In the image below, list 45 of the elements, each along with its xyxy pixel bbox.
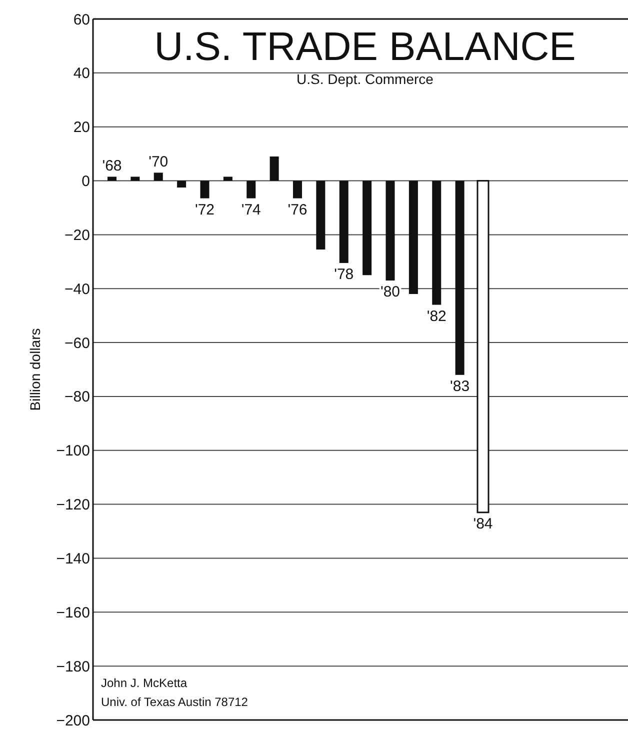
y-tick-label: −140 <box>56 550 90 568</box>
bar <box>177 180 186 188</box>
chart-title: U.S. TRADE BALANCE <box>154 25 576 69</box>
bar <box>362 180 372 276</box>
bar <box>386 180 395 281</box>
annotation: John J. McKetta <box>101 676 188 690</box>
bar <box>432 180 442 305</box>
y-tick-label: −80 <box>64 388 90 406</box>
x-tick-label: '82 <box>426 308 446 325</box>
bar <box>200 180 210 198</box>
y-tick-label: −60 <box>64 334 90 352</box>
y-tick-label: −120 <box>56 496 90 514</box>
y-tick-label: −20 <box>64 226 90 244</box>
x-tick-label: '84 <box>473 515 493 532</box>
bar <box>455 180 464 375</box>
x-tick-label: '74 <box>241 201 261 218</box>
x-tick-label: '72 <box>194 201 215 218</box>
y-tick-label: −200 <box>56 712 90 730</box>
bar <box>408 180 418 294</box>
x-tick-label: '80 <box>380 284 400 301</box>
bar <box>246 180 256 198</box>
x-tick-label: '78 <box>334 266 354 283</box>
x-tick-label: '68 <box>102 158 122 175</box>
x-tick-label: '83 <box>450 378 470 395</box>
x-tick-label: '76 <box>288 201 308 218</box>
y-tick-label: 0 <box>82 173 90 190</box>
y-tick-label: 20 <box>73 119 90 136</box>
bar <box>339 180 348 263</box>
y-tick-label: −40 <box>64 280 90 298</box>
bar <box>316 180 326 250</box>
y-axis-title: Billion dollars <box>27 328 43 411</box>
annotation: Univ. of Texas Austin 78712 <box>101 695 248 709</box>
bar <box>108 176 116 181</box>
bar <box>154 172 163 181</box>
bar <box>270 156 279 181</box>
x-tick-label: '70 <box>148 154 168 171</box>
bar <box>223 176 232 181</box>
y-tick-label: −100 <box>56 442 90 460</box>
bar <box>130 176 140 181</box>
y-tick-label: −180 <box>56 658 90 676</box>
text: U.S. Dept. Commerce <box>296 71 434 87</box>
bar <box>293 180 302 198</box>
y-tick-label: −160 <box>56 604 90 622</box>
y-tick-label: 40 <box>73 65 90 82</box>
y-tick-label: 60 <box>73 11 90 28</box>
